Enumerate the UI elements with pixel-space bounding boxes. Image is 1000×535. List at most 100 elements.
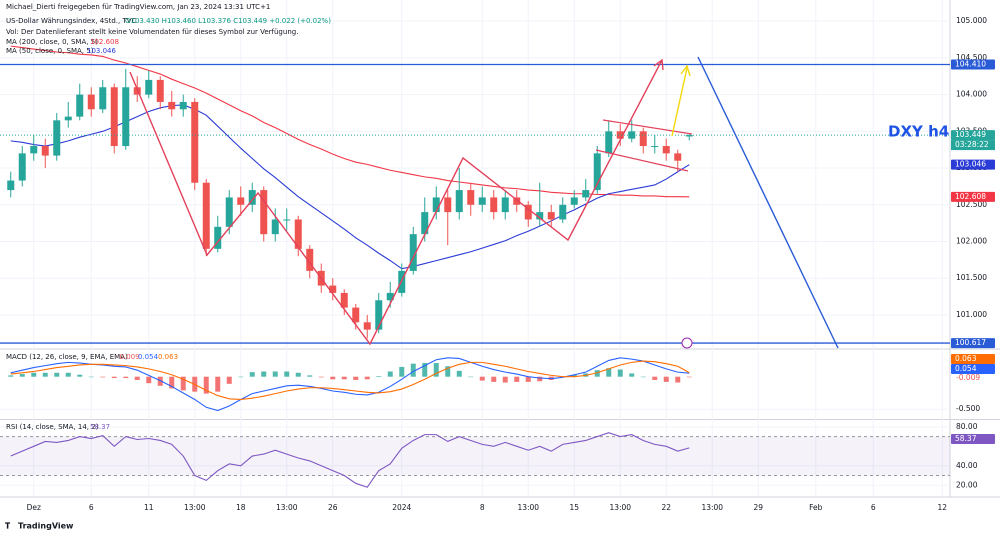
histogram-bar bbox=[686, 376, 692, 378]
price-badge-label: 0.054 bbox=[955, 364, 977, 373]
histogram-bar bbox=[42, 372, 48, 377]
y-tick-label: 20.00 bbox=[956, 480, 978, 489]
rsi-band bbox=[0, 436, 950, 476]
candle-body bbox=[283, 219, 291, 221]
y-tick-label: 102.000 bbox=[956, 237, 987, 246]
candle-body bbox=[536, 212, 544, 220]
histogram-bar bbox=[594, 370, 600, 377]
x-tick-label: 12 bbox=[937, 503, 947, 512]
histogram-bar bbox=[261, 371, 267, 377]
price-badge bbox=[951, 338, 995, 349]
histogram-bar bbox=[606, 368, 612, 377]
histogram-bar bbox=[215, 376, 221, 392]
histogram-bar bbox=[77, 374, 83, 377]
candle-body bbox=[248, 190, 256, 205]
price-badge bbox=[951, 159, 995, 170]
countdown: 03:28:22 bbox=[955, 140, 989, 149]
candle-body bbox=[685, 135, 693, 137]
histogram-bar bbox=[180, 376, 186, 391]
candle-body bbox=[87, 94, 95, 110]
candle-body bbox=[513, 197, 521, 205]
histogram-bar bbox=[203, 376, 209, 394]
y-tick-label: 40.00 bbox=[956, 461, 978, 470]
macd-legend-value: 0.063 bbox=[158, 353, 178, 361]
x-tick-label: 22 bbox=[661, 503, 671, 512]
logo: 𝐓 bbox=[5, 522, 11, 531]
candle-body bbox=[559, 204, 567, 220]
candle-body bbox=[363, 322, 371, 330]
histogram-bar bbox=[422, 363, 428, 377]
histogram-bar bbox=[663, 376, 669, 382]
price-badge bbox=[951, 59, 995, 70]
histogram-bar bbox=[111, 376, 117, 378]
candle-body bbox=[421, 212, 429, 235]
candle-body bbox=[122, 87, 130, 147]
histogram-bar bbox=[169, 376, 175, 389]
rsi-title: RSI (14, close, SMA, 14, 2) bbox=[6, 423, 99, 431]
histogram-bar bbox=[307, 375, 313, 377]
macd-title: MACD (12, 26, close, 9, EMA, EMA) bbox=[6, 353, 128, 361]
x-tick-label: 13:00 bbox=[517, 503, 539, 512]
histogram-bar bbox=[157, 376, 163, 386]
candle-body bbox=[375, 300, 383, 330]
candle-body bbox=[340, 292, 348, 308]
histogram-bar bbox=[353, 376, 359, 380]
candle-body bbox=[455, 190, 463, 213]
x-tick-label: Feb bbox=[809, 503, 823, 512]
histogram-bar bbox=[571, 374, 577, 377]
candle-body bbox=[191, 101, 199, 183]
candle-body bbox=[593, 153, 601, 191]
flag-bottom bbox=[595, 149, 689, 172]
candle-body bbox=[53, 120, 61, 156]
candle-body bbox=[41, 146, 49, 156]
x-tick-label: 26 bbox=[328, 503, 338, 512]
signal-line bbox=[10, 360, 690, 401]
candle-body bbox=[616, 131, 624, 139]
histogram-bar bbox=[479, 376, 485, 381]
candle-body bbox=[18, 153, 26, 181]
zigzag-drawing bbox=[129, 59, 663, 346]
price-badge bbox=[951, 364, 995, 374]
histogram-bar bbox=[410, 363, 416, 377]
candle-body bbox=[628, 131, 636, 139]
candle-body bbox=[271, 219, 279, 235]
candle-body bbox=[432, 197, 440, 213]
candle-body bbox=[294, 219, 302, 249]
price-badge bbox=[951, 434, 995, 444]
x-tick-label: 6 bbox=[89, 503, 94, 512]
histogram-bar bbox=[100, 376, 106, 378]
candle-body bbox=[7, 180, 15, 191]
x-tick-label: 15 bbox=[569, 503, 579, 512]
price-badge-label: 100.617 bbox=[955, 338, 986, 347]
histogram-bar bbox=[341, 376, 347, 380]
candle-body bbox=[501, 197, 509, 213]
candle-body bbox=[237, 197, 245, 205]
histogram-bar bbox=[376, 376, 382, 377]
histogram-bar bbox=[502, 376, 508, 383]
moving-average bbox=[10, 45, 690, 198]
histogram-bar bbox=[330, 376, 336, 380]
arrow-head bbox=[653, 58, 664, 71]
histogram-bar bbox=[284, 371, 290, 377]
candle-body bbox=[30, 146, 38, 154]
histogram-bar bbox=[65, 372, 71, 377]
histogram-bar bbox=[318, 376, 324, 378]
price-badge bbox=[951, 191, 995, 202]
legend: Michael_Dierti freigegeben für TradingVi… bbox=[5, 3, 331, 531]
y-tick-label: 104.000 bbox=[956, 90, 987, 99]
ohlc: O103.430 H103.460 L103.376 C103.449 +0.0… bbox=[125, 17, 331, 25]
candle-body bbox=[639, 131, 647, 147]
histogram-bar bbox=[675, 376, 681, 383]
histogram-bar bbox=[364, 376, 370, 380]
candle-body bbox=[156, 79, 164, 102]
histogram-bar bbox=[456, 370, 462, 377]
histogram-bar bbox=[514, 376, 520, 382]
candle-body bbox=[662, 146, 670, 154]
volume-note: Vol: Der Datenlieferant stellt keine Vol… bbox=[6, 28, 298, 36]
x-tick-label: 11 bbox=[144, 503, 154, 512]
histogram-bar bbox=[295, 372, 301, 377]
candle-body bbox=[76, 94, 84, 117]
histogram-bar bbox=[399, 366, 405, 377]
x-tick-label: 13:00 bbox=[184, 503, 206, 512]
